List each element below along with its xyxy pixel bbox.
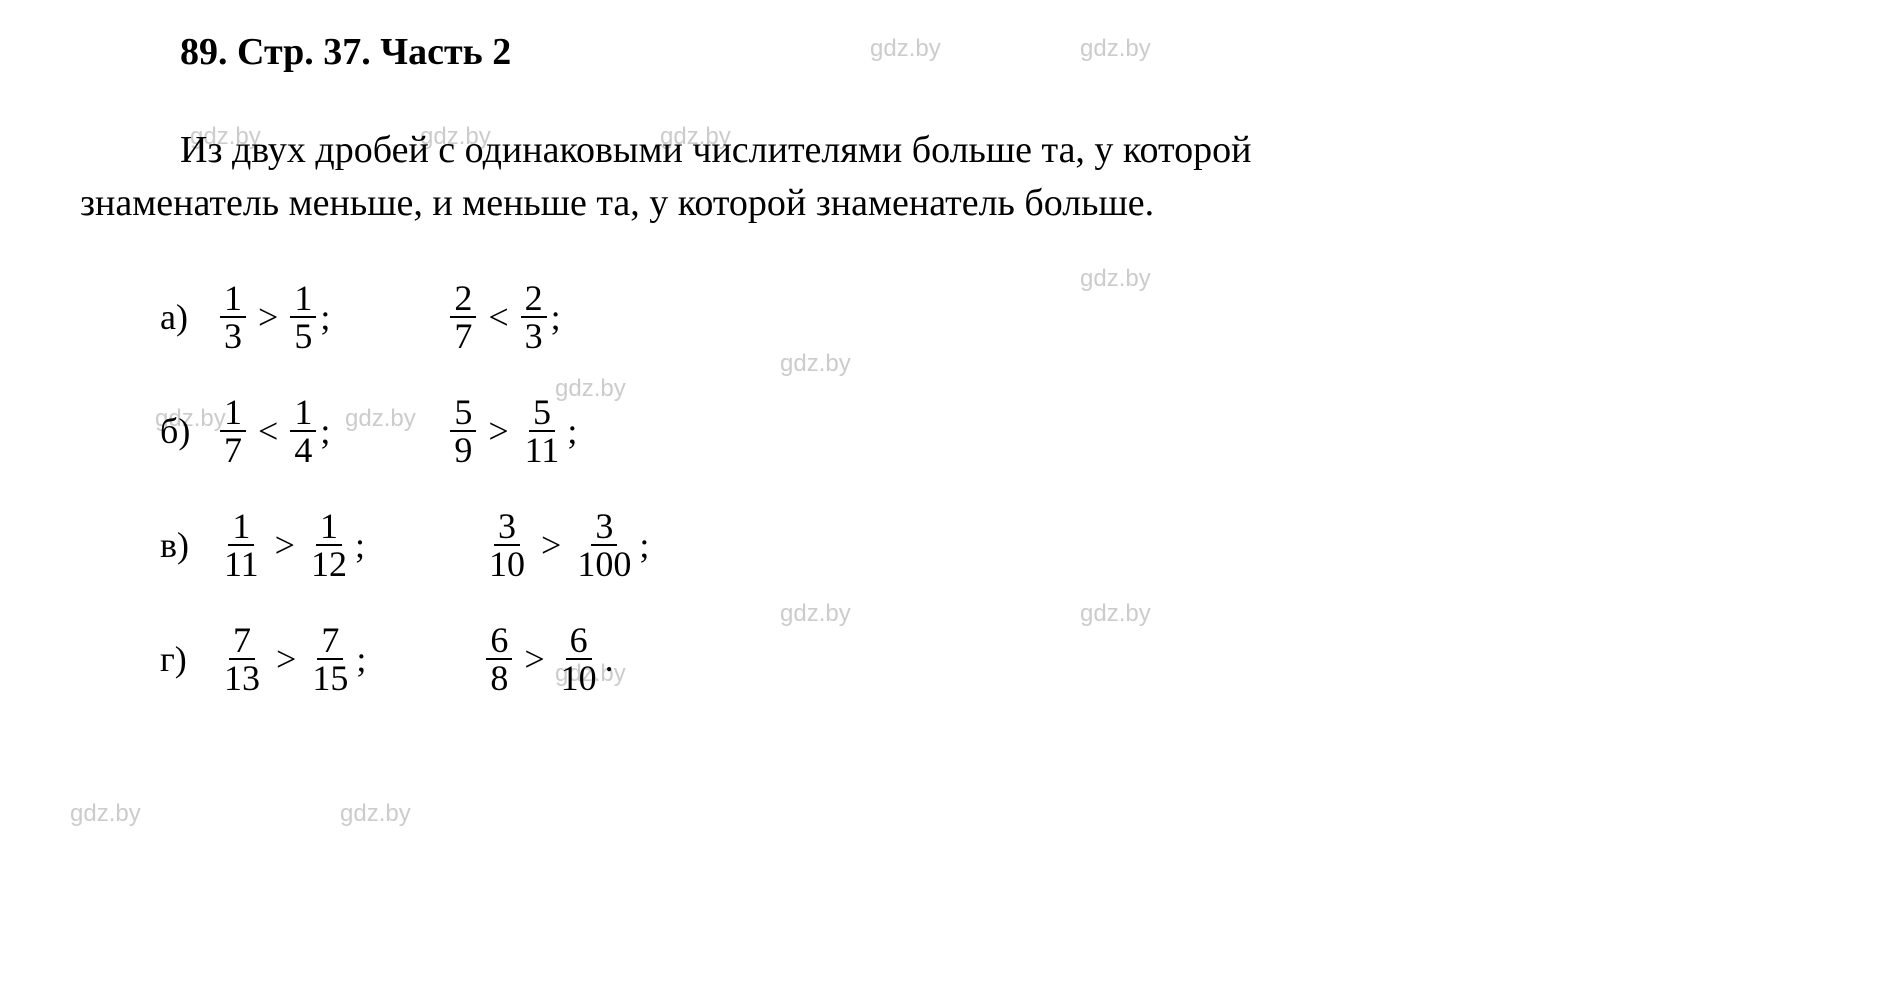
fraction: 15 <box>290 280 316 354</box>
denominator: 8 <box>486 660 512 696</box>
punctuation: ; <box>551 296 561 338</box>
denominator: 10 <box>557 660 601 696</box>
explanation-line-1: Из двух дробей с одинаковыми числителями… <box>80 124 1816 177</box>
comparison-operator: < <box>488 296 508 338</box>
denominator: 3 <box>220 318 246 354</box>
fraction: 27 <box>450 280 476 354</box>
punctuation: ; <box>355 524 365 566</box>
comparison-row: в)111>112;310>3100; <box>160 508 1816 582</box>
fraction-comparison: 713>715; <box>220 622 486 696</box>
punctuation: ; <box>320 296 330 338</box>
fraction: 23 <box>521 280 547 354</box>
denominator: 15 <box>308 660 352 696</box>
watermark-text: gdz.by <box>70 800 141 828</box>
denominator: 5 <box>290 318 316 354</box>
comparison-operator: > <box>488 410 508 452</box>
fraction-comparison: 59>511; <box>450 394 697 468</box>
fraction-comparison: 17<14; <box>220 394 450 468</box>
numerator: 7 <box>317 622 343 660</box>
fraction-comparison: 68>610. <box>486 622 613 696</box>
comparison-operator: > <box>276 638 296 680</box>
numerator: 1 <box>228 508 254 546</box>
fraction: 715 <box>308 622 352 696</box>
punctuation: ; <box>639 524 649 566</box>
denominator: 100 <box>573 546 635 582</box>
fraction: 14 <box>290 394 316 468</box>
fraction: 17 <box>220 394 246 468</box>
row-label: в) <box>160 524 210 566</box>
explanation-text: Из двух дробей с одинаковыми числителями… <box>80 124 1816 230</box>
watermark-text: gdz.by <box>340 800 411 828</box>
fraction: 68 <box>486 622 512 696</box>
denominator: 11 <box>220 546 263 582</box>
fraction: 511 <box>521 394 564 468</box>
row-label: а) <box>160 296 210 338</box>
denominator: 13 <box>220 660 264 696</box>
fraction-comparison: 13>15; <box>220 280 450 354</box>
comparison-operator: > <box>275 524 295 566</box>
numerator: 3 <box>591 508 617 546</box>
fraction: 59 <box>450 394 476 468</box>
denominator: 12 <box>307 546 351 582</box>
page-title: 89. Стр. 37. Часть 2 <box>180 30 1816 74</box>
fraction-comparison: 27<23; <box>450 280 680 354</box>
comparison-operator: < <box>258 410 278 452</box>
punctuation: . <box>605 638 614 680</box>
row-label: г) <box>160 638 210 680</box>
numerator: 5 <box>529 394 555 432</box>
row-label: б) <box>160 410 210 452</box>
numerator: 1 <box>316 508 342 546</box>
fraction: 111 <box>220 508 263 582</box>
fraction: 610 <box>557 622 601 696</box>
fraction-comparison: 111>112; <box>220 508 485 582</box>
denominator: 4 <box>290 432 316 468</box>
fraction: 112 <box>307 508 351 582</box>
numerator: 2 <box>521 280 547 318</box>
comparison-operator: > <box>541 524 561 566</box>
comparison-row: а)13>15;27<23; <box>160 280 1816 354</box>
denominator: 10 <box>485 546 529 582</box>
punctuation: ; <box>320 410 330 452</box>
comparison-rows: а)13>15;27<23;б)17<14;59>511;в)111>112;3… <box>160 280 1816 696</box>
comparison-row: г)713>715;68>610. <box>160 622 1816 696</box>
punctuation: ; <box>567 410 577 452</box>
fraction-comparison: 310>3100; <box>485 508 769 582</box>
numerator: 5 <box>450 394 476 432</box>
denominator: 11 <box>521 432 564 468</box>
numerator: 1 <box>220 394 246 432</box>
numerator: 2 <box>450 280 476 318</box>
comparison-operator: > <box>258 296 278 338</box>
denominator: 7 <box>450 318 476 354</box>
fraction: 310 <box>485 508 529 582</box>
denominator: 3 <box>521 318 547 354</box>
numerator: 1 <box>220 280 246 318</box>
fraction: 713 <box>220 622 264 696</box>
numerator: 3 <box>494 508 520 546</box>
numerator: 6 <box>566 622 592 660</box>
explanation-line-2: знаменатель меньше, и меньше та, у котор… <box>80 177 1816 230</box>
comparison-operator: > <box>524 638 544 680</box>
fraction: 13 <box>220 280 246 354</box>
fraction: 3100 <box>573 508 635 582</box>
numerator: 7 <box>229 622 255 660</box>
denominator: 7 <box>220 432 246 468</box>
punctuation: ; <box>356 638 366 680</box>
numerator: 1 <box>290 280 316 318</box>
comparison-row: б)17<14;59>511; <box>160 394 1816 468</box>
numerator: 1 <box>290 394 316 432</box>
denominator: 9 <box>450 432 476 468</box>
numerator: 6 <box>486 622 512 660</box>
